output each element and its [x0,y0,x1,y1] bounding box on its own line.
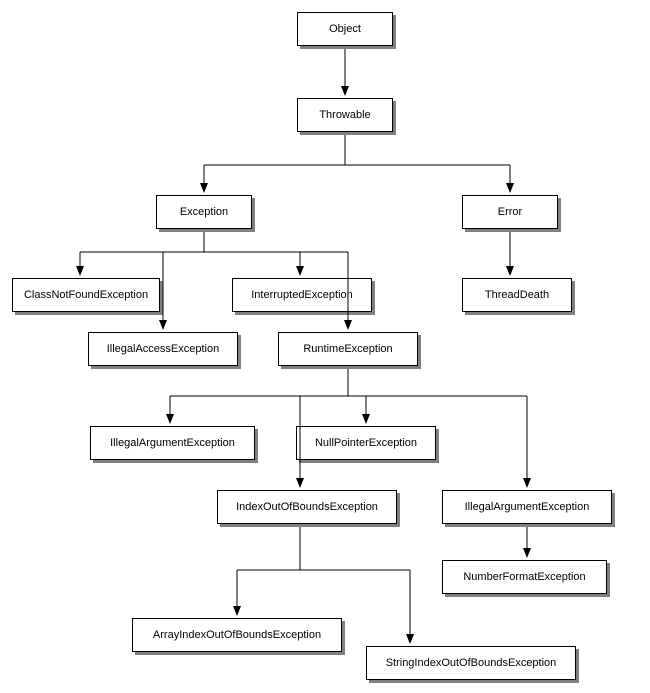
node-nullpointer: NullPointerException [296,426,436,460]
node-label: InterruptedException [251,289,353,301]
node-exception: Exception [156,195,252,229]
node-object: Object [297,12,393,46]
node-indexoob: IndexOutOfBoundsException [217,490,397,524]
node-illegalarg2: IllegalArgumentException [442,490,612,524]
node-error: Error [462,195,558,229]
node-stringindex: StringIndexOutOfBoundsException [366,646,576,680]
node-label: IllegalAccessException [107,343,220,355]
node-label: IllegalArgumentException [465,501,590,513]
node-label: Object [329,23,361,35]
node-label: RuntimeException [303,343,392,355]
node-label: Error [498,206,522,218]
node-label: NumberFormatException [463,571,585,583]
node-threaddeath: ThreadDeath [462,278,572,312]
node-illegalarg1: IllegalArgumentException [90,426,255,460]
node-label: StringIndexOutOfBoundsException [386,657,557,669]
node-numberformat: NumberFormatException [442,560,607,594]
node-label: Exception [180,206,228,218]
node-label: ThreadDeath [485,289,549,301]
node-illegalaccess: IllegalAccessException [88,332,238,366]
node-arrayindex: ArrayIndexOutOfBoundsException [132,618,342,652]
node-label: NullPointerException [315,437,417,449]
node-label: Throwable [319,109,370,121]
node-label: IllegalArgumentException [110,437,235,449]
node-throwable: Throwable [297,98,393,132]
node-interrupted: InterruptedException [232,278,372,312]
node-classnotfound: ClassNotFoundException [12,278,160,312]
node-label: ArrayIndexOutOfBoundsException [153,629,321,641]
node-label: ClassNotFoundException [24,289,148,301]
node-runtime: RuntimeException [278,332,418,366]
node-label: IndexOutOfBoundsException [236,501,378,513]
